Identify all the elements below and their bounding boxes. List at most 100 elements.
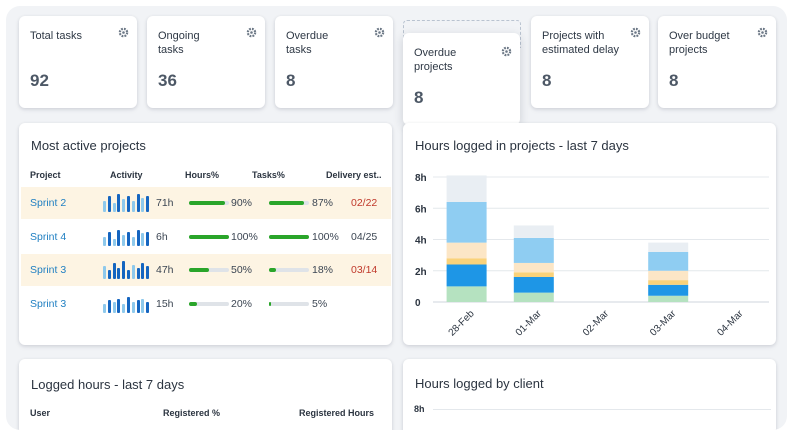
tasks-percent: 100% — [312, 231, 339, 243]
sparkline-bar — [122, 261, 126, 279]
sparkline-bar — [146, 196, 150, 212]
gear-icon[interactable] — [118, 27, 129, 38]
tasks-progress — [269, 201, 309, 205]
gear-icon[interactable] — [374, 27, 385, 38]
sparkline-bar — [131, 265, 135, 279]
column-header-project[interactable]: Project — [30, 170, 61, 180]
sparkline-bar — [146, 302, 150, 313]
table-row[interactable]: Sprint 4 6h 100% 100% 04/25 — [21, 221, 391, 253]
sparkline-bar — [112, 203, 116, 212]
sparkline-bar — [103, 304, 106, 313]
y-tick-label: 8h — [415, 173, 427, 184]
table-row[interactable]: Sprint 3 15h 20% 5% — [21, 288, 391, 320]
bar-segment — [513, 262, 554, 273]
sparkline-bar — [107, 196, 111, 212]
progress-fill — [269, 302, 271, 306]
gear-icon[interactable] — [757, 27, 768, 38]
project-link[interactable]: Sprint 3 — [30, 264, 67, 276]
gear-icon[interactable] — [246, 27, 257, 38]
hours-progress — [189, 201, 229, 205]
delivery-date: 03/14 — [351, 264, 378, 276]
tasks-progress — [269, 302, 309, 306]
sparkline-bar — [103, 237, 106, 246]
card-title: Logged hours - last 7 days — [31, 377, 185, 392]
bar-segment — [446, 286, 487, 302]
progress-fill — [189, 268, 209, 272]
delivery-date: 04/25 — [351, 231, 378, 243]
progress-fill — [269, 235, 309, 239]
gear-icon[interactable] — [501, 46, 512, 57]
sparkline-bar — [107, 232, 111, 246]
most-active-projects-card: Most active projects Project Activity Ho… — [19, 123, 392, 345]
sparkline-bar — [127, 270, 130, 279]
table-row[interactable]: Sprint 3 47h 50% 18% 03/14 — [21, 254, 391, 286]
sparkline-bar — [127, 196, 130, 212]
column-header-hours[interactable]: Hours% — [185, 170, 220, 180]
stat-card-overdue-tasks[interactable]: Overdue tasks 8 — [275, 16, 393, 108]
stat-card-ongoing-tasks[interactable]: Ongoing tasks 36 — [147, 16, 265, 108]
stat-card-projects-estimated-delay[interactable]: Projects with estimated delay 8 — [531, 16, 649, 108]
x-tick-label: 28-Feb — [447, 308, 477, 338]
stat-value: 8 — [286, 71, 296, 90]
progress-fill — [269, 268, 277, 272]
activity-sparkline — [103, 228, 151, 246]
sparkline-bar — [131, 302, 135, 313]
stat-card-total-tasks[interactable]: Total tasks 92 — [19, 16, 137, 108]
dashboard: Total tasks 92 Ongoing tasks 36 Overdue … — [6, 6, 787, 430]
sparkline-bar — [112, 263, 116, 279]
drop-placeholder — [403, 20, 521, 48]
sparkline-bar — [127, 232, 130, 246]
sparkline-bar — [112, 302, 116, 313]
hours-percent: 90% — [231, 197, 253, 209]
stat-value: 92 — [30, 71, 49, 90]
column-header-activity[interactable]: Activity — [110, 170, 143, 180]
hours-value: 6h — [156, 231, 168, 243]
table-row[interactable]: Sprint 2 71h 90% 87% 02/22 — [21, 187, 391, 219]
sparkline-bar — [122, 199, 126, 212]
sparkline-bar — [136, 300, 140, 313]
sparkline-bar — [136, 230, 140, 246]
card-title: Most active projects — [31, 138, 146, 153]
stat-label: Total tasks — [30, 30, 82, 42]
bar-segment — [513, 277, 554, 293]
sparkline-bar — [131, 201, 135, 212]
stat-card-overdue-projects[interactable]: Overdue projects 8 — [403, 33, 520, 125]
hours-logged-projects-card: Hours logged in projects - last 7 days 0… — [403, 123, 776, 345]
sparkline-bar — [112, 239, 116, 246]
project-link[interactable]: Sprint 2 — [30, 197, 67, 209]
y-tick-label: 0 — [415, 298, 421, 309]
bar-segment — [513, 225, 554, 238]
tasks-percent: 18% — [312, 264, 334, 276]
column-header-tasks[interactable]: Tasks% — [252, 170, 285, 180]
bar-segment — [446, 258, 487, 265]
gridline — [433, 409, 771, 410]
project-link[interactable]: Sprint 4 — [30, 231, 67, 243]
hours-percent: 50% — [231, 264, 253, 276]
sparkline-bar — [141, 299, 145, 313]
column-header-registered-hours[interactable]: Registered Hours — [299, 408, 375, 418]
bar-segment — [446, 202, 487, 243]
column-header-delivery[interactable]: Delivery est.. — [326, 170, 382, 180]
bar-segment — [513, 272, 554, 277]
y-tick-label: 6h — [415, 204, 427, 215]
gear-icon[interactable] — [630, 27, 641, 38]
delivery-date: 02/22 — [351, 197, 378, 209]
bar-segment — [648, 252, 689, 271]
column-header-user[interactable]: User — [30, 408, 51, 418]
column-header-registered-percent[interactable]: Registered % — [163, 408, 221, 418]
bar-segment — [648, 280, 689, 285]
stat-card-over-budget-projects[interactable]: Over budget projects 8 — [658, 16, 776, 108]
stat-label: Over budget projects — [669, 30, 730, 56]
hours-progress — [189, 235, 229, 239]
sparkline-bar — [141, 233, 145, 246]
y-tick-label: 8h — [414, 404, 425, 414]
card-title: Hours logged in projects - last 7 days — [415, 138, 629, 153]
tasks-percent: 87% — [312, 197, 334, 209]
project-link[interactable]: Sprint 3 — [30, 298, 67, 310]
sparkline-bar — [141, 263, 145, 279]
tasks-progress — [269, 235, 309, 239]
x-tick-label: 02-Mar — [581, 308, 612, 339]
hours-progress — [189, 302, 229, 306]
y-tick-label: 4h — [415, 236, 427, 247]
bar-segment — [446, 242, 487, 259]
